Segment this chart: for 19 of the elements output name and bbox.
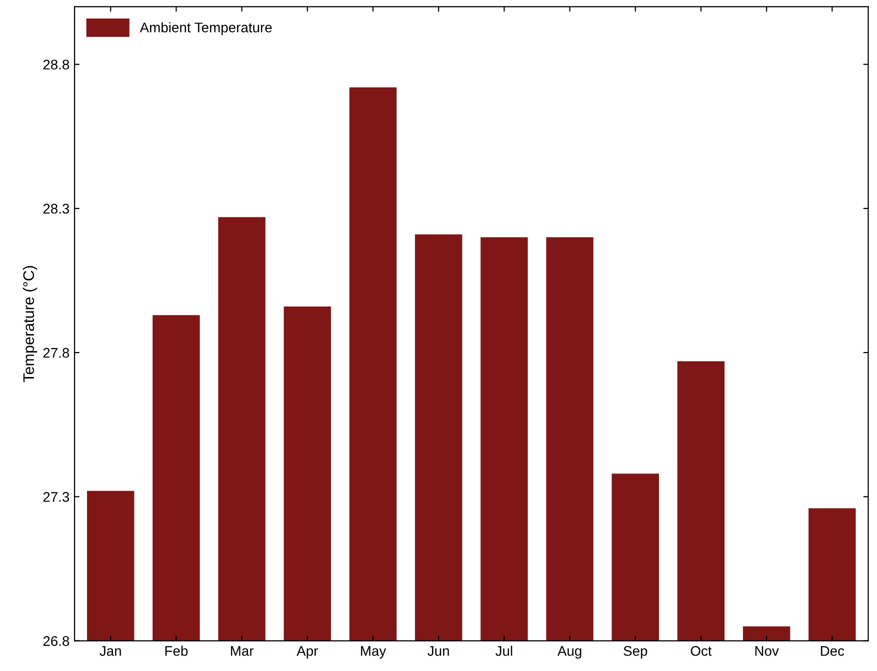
x-tick-label: Mar (230, 646, 254, 656)
y-tick-label: 27.8 (43, 348, 70, 358)
y-tick-label: 26.8 (43, 636, 70, 646)
x-tick-label: Apr (296, 646, 318, 659)
x-tick-label: Jul (496, 646, 512, 656)
y-tick-label: 27.3 (43, 492, 70, 502)
y-tick-label: 28.8 (43, 60, 70, 70)
x-tick-label: May (361, 646, 386, 659)
y-axis-title: Temperature (°C) (22, 266, 38, 382)
y-tick-label: 28.3 (43, 204, 70, 214)
x-tick-label: Feb (165, 646, 188, 656)
x-tick-label: Jan (100, 646, 121, 656)
x-tick-label: Aug (557, 646, 582, 659)
x-tick-label: Sep (624, 646, 648, 659)
legend-label: Ambient Temperature (140, 22, 272, 36)
x-tick-label: Dec (820, 646, 844, 656)
x-tick-label: Oct (690, 646, 712, 656)
x-tick-label: Jun (428, 646, 449, 656)
x-tick-label: Nov (755, 646, 779, 656)
